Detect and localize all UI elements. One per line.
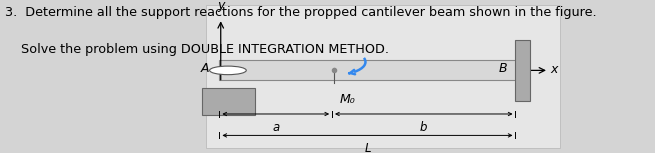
Text: B: B <box>499 62 508 75</box>
Text: L: L <box>364 142 371 153</box>
Bar <box>202 88 255 115</box>
Circle shape <box>210 66 246 75</box>
Text: b: b <box>420 121 428 134</box>
Text: a: a <box>272 121 280 134</box>
Text: y: y <box>217 0 225 12</box>
Text: Solve the problem using DOUBLE INTEGRATION METHOD.: Solve the problem using DOUBLE INTEGRATI… <box>5 43 389 56</box>
Bar <box>219 60 517 80</box>
Text: A: A <box>201 62 210 75</box>
Text: 3.  Determine all the support reactions for the propped cantilever beam shown in: 3. Determine all the support reactions f… <box>5 6 597 19</box>
Bar <box>515 40 530 101</box>
Text: M₀: M₀ <box>340 93 356 106</box>
Text: x: x <box>550 63 557 76</box>
Bar <box>206 5 560 148</box>
